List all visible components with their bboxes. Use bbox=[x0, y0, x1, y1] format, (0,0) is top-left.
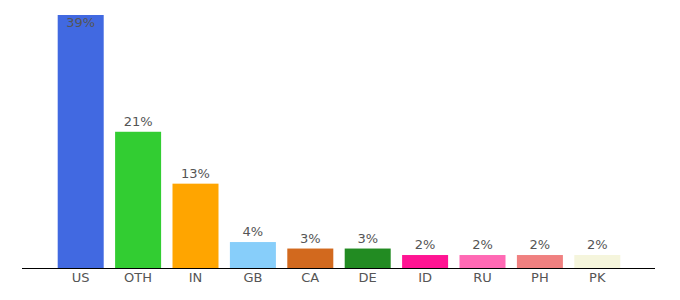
data-label: 4% bbox=[243, 224, 264, 239]
data-label: 2% bbox=[587, 237, 608, 252]
bar bbox=[173, 184, 219, 268]
bar bbox=[574, 255, 620, 268]
x-tick-label: PK bbox=[589, 270, 606, 285]
data-label: 13% bbox=[181, 166, 210, 181]
bar bbox=[517, 255, 563, 268]
x-axis bbox=[22, 268, 655, 269]
x-tick-label: CA bbox=[301, 270, 319, 285]
x-tick-label: GB bbox=[243, 270, 262, 285]
x-tick-label: OTH bbox=[124, 270, 152, 285]
data-label: 2% bbox=[472, 237, 493, 252]
bar bbox=[115, 132, 161, 268]
bar bbox=[287, 249, 333, 268]
bar bbox=[402, 255, 448, 268]
x-tick-label: RU bbox=[473, 270, 492, 285]
bar bbox=[58, 15, 104, 268]
x-tick-label: IN bbox=[189, 270, 203, 285]
bars bbox=[58, 15, 621, 268]
data-label: 39% bbox=[66, 15, 95, 30]
x-tick-label: DE bbox=[359, 270, 377, 285]
bar bbox=[460, 255, 506, 268]
bar bbox=[230, 242, 276, 268]
chart: 39% US 21% OTH 13% IN 4% GB 3% CA 3% DE 2% ID 2% RU 2% PH… bbox=[0, 0, 680, 300]
data-label: 2% bbox=[530, 237, 551, 252]
x-tick-label: US bbox=[72, 270, 90, 285]
x-tick-label: PH bbox=[531, 270, 549, 285]
x-tick-label: ID bbox=[418, 270, 432, 285]
data-label: 3% bbox=[300, 231, 321, 246]
data-label: 3% bbox=[357, 231, 378, 246]
data-label: 2% bbox=[415, 237, 436, 252]
bar bbox=[345, 249, 391, 268]
data-label: 21% bbox=[124, 114, 153, 129]
